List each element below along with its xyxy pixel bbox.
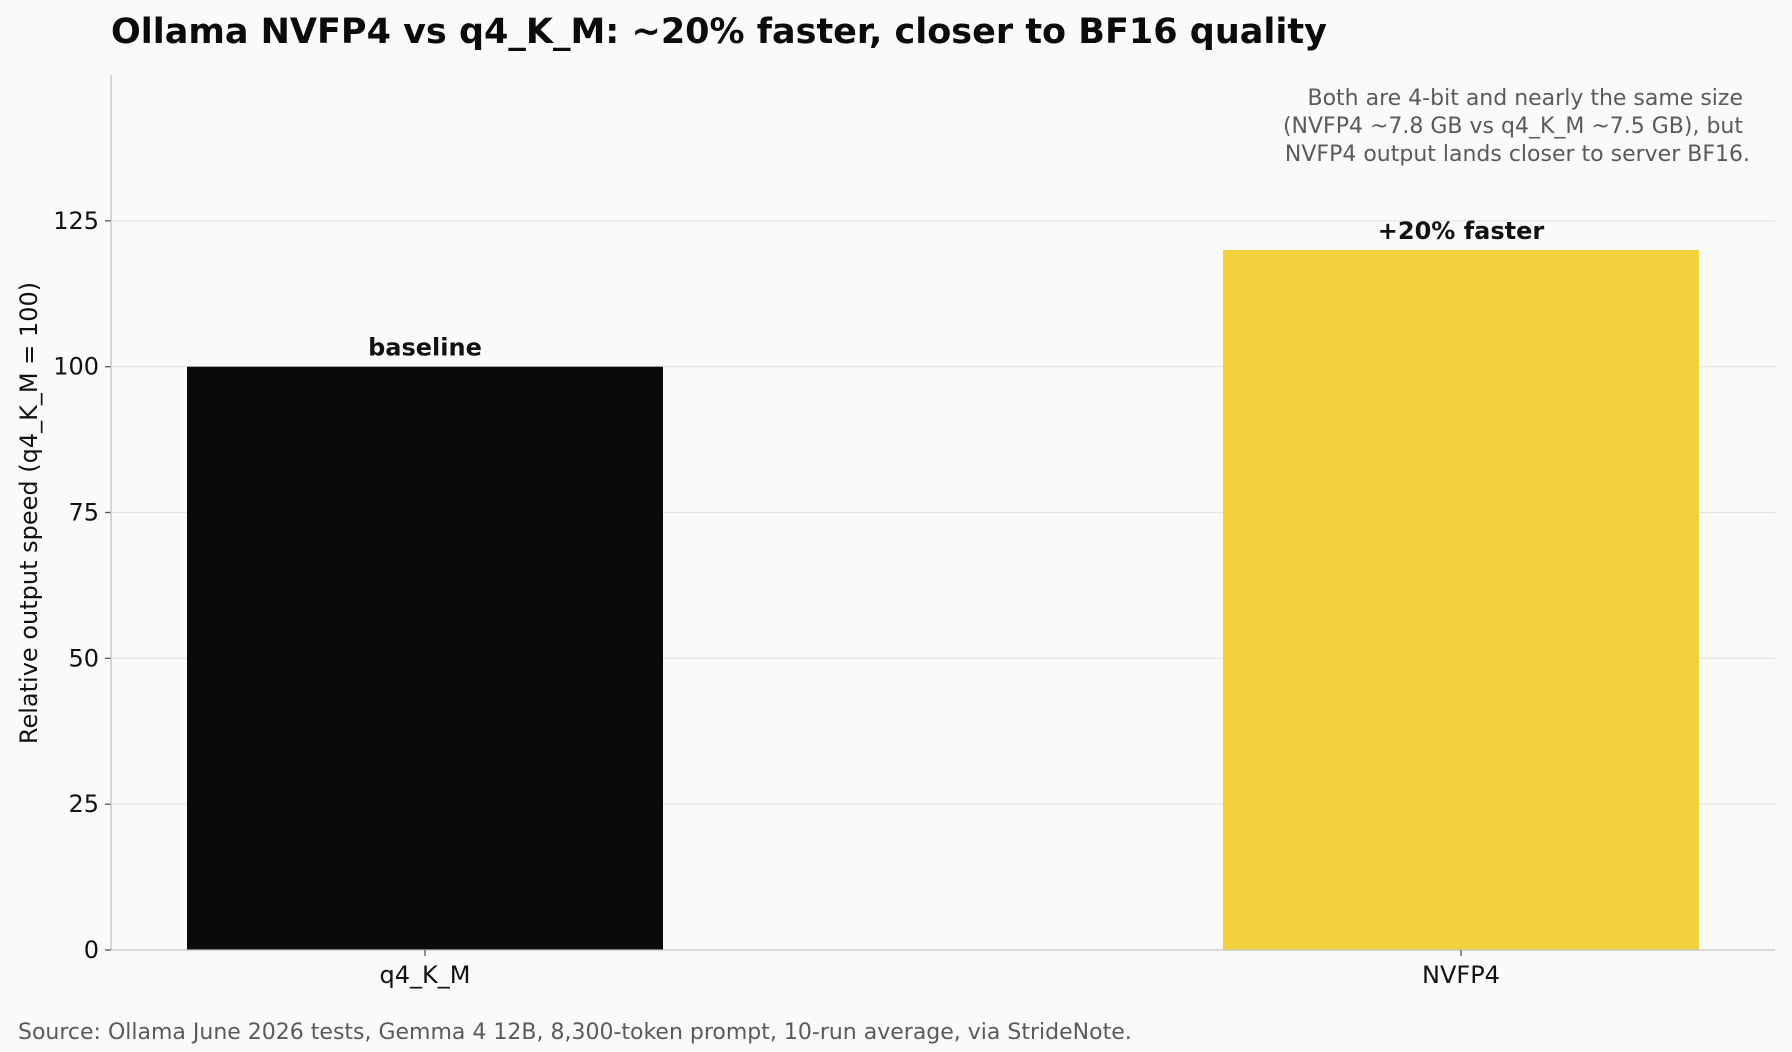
- bars: [187, 250, 1699, 951]
- bar-nvfp4: [1223, 250, 1699, 950]
- bar-q4-k-m: [187, 366, 663, 951]
- bar-label: +20% faster: [1378, 217, 1545, 245]
- annotation-line-1: Both are 4-bit and nearly the same size: [1308, 86, 1744, 111]
- y-tick-label: 75: [68, 499, 99, 527]
- x-tick-label: NVFP4: [1422, 961, 1500, 989]
- y-tick-label: 100: [53, 353, 99, 381]
- y-tick-label: 50: [68, 644, 99, 672]
- annotation-line-2: (NVFP4 ~7.8 GB vs q4_K_M ~7.5 GB), but: [1283, 114, 1743, 139]
- y-tick-label: 25: [68, 790, 99, 818]
- chart-title: Ollama NVFP4 vs q4_K_M: ~20% faster, clo…: [111, 12, 1327, 52]
- y-tick-label: 125: [53, 207, 99, 235]
- bar-value-labels: baseline +20% faster: [368, 217, 1544, 362]
- x-tick-label: q4_K_M: [380, 961, 471, 989]
- axes: 0 25 50 75 100 125 q4_K_M NVFP4: [53, 75, 1775, 989]
- annotation-line-3: NVFP4 output lands closer to server BF16…: [1285, 142, 1750, 167]
- chart-annotation: Both are 4-bit and nearly the same size …: [1283, 86, 1750, 167]
- bar-label: baseline: [368, 334, 482, 362]
- y-axis-label: Relative output speed (q4_K_M = 100): [15, 282, 43, 744]
- y-tick-label: 0: [84, 936, 99, 964]
- source-note: Source: Ollama June 2026 tests, Gemma 4 …: [18, 1020, 1132, 1045]
